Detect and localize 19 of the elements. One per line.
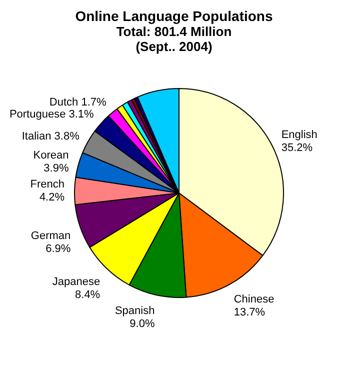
data-label: 6.9% <box>46 243 71 256</box>
slice-label: Dutch 1.7% <box>49 96 106 109</box>
slice-label: Italian 3.8% <box>22 130 80 143</box>
slice-label: French <box>30 178 65 190</box>
data-label: 8.4% <box>75 289 100 302</box>
slice-label: English <box>281 129 318 142</box>
chart-subtitle: Total: 801.4 Million (Sept.. 2004) <box>115 24 233 54</box>
data-label: 3.9% <box>44 162 69 175</box>
data-label: 9.0% <box>130 318 155 330</box>
slice-label: Korean <box>33 150 69 162</box>
slice-label: Portuguese 3.1% <box>9 108 94 121</box>
data-label: 4.2% <box>39 191 65 204</box>
data-label: 35.2% <box>281 142 313 154</box>
data-label: 13.7% <box>234 306 266 319</box>
chart-title: Online Language Populations <box>74 8 274 24</box>
slice-label: German <box>30 230 71 242</box>
slice-label: Chinese <box>234 294 274 306</box>
slice-label: Japanese <box>52 276 100 288</box>
slice-label: Spanish <box>114 304 155 317</box>
